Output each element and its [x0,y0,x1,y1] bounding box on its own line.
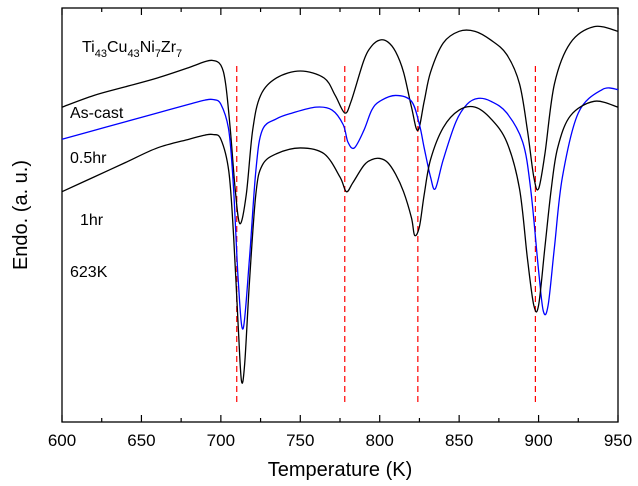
series-line-2 [61,87,619,330]
series-layer [61,25,619,384]
y-axis-title: Endo. (a. u.) [10,160,32,270]
label-623k: 623K [70,264,108,281]
subscript-ti: 43 [95,48,107,60]
subscript-zr: 7 [176,48,182,60]
x-tick-label-650: 650 [127,431,155,450]
x-tick-labels: 600 650 700 750 800 850 900 950 [48,431,632,450]
element-ti: Ti [82,39,95,56]
x-axis-ticks [61,8,619,422]
x-tick-label-800: 800 [366,431,394,450]
series-line-1 [61,25,619,225]
x-tick-label-600: 600 [48,431,76,450]
composition-label: Ti43Cu43Ni7Zr7 [82,39,182,60]
x-tick-label-900: 900 [524,431,552,450]
x-tick-label-950: 950 [604,431,632,450]
subscript-cu: 43 [127,48,139,60]
x-axis-title: Temperature (K) [268,459,413,481]
label-1hr: 1hr [80,212,104,229]
element-zr: Zr [161,39,177,56]
subscript-ni: 7 [155,48,161,60]
x-tick-label-750: 750 [286,431,314,450]
label-0-5hr: 0.5hr [70,150,107,167]
element-cu: Cu [107,39,127,56]
element-ni: Ni [140,39,155,56]
plot-frame [61,7,619,423]
label-as-cast: As-cast [70,105,124,122]
series-line-3 [61,100,619,384]
reference-lines [236,66,536,402]
x-tick-label-850: 850 [445,431,473,450]
x-tick-label-700: 700 [207,431,235,450]
